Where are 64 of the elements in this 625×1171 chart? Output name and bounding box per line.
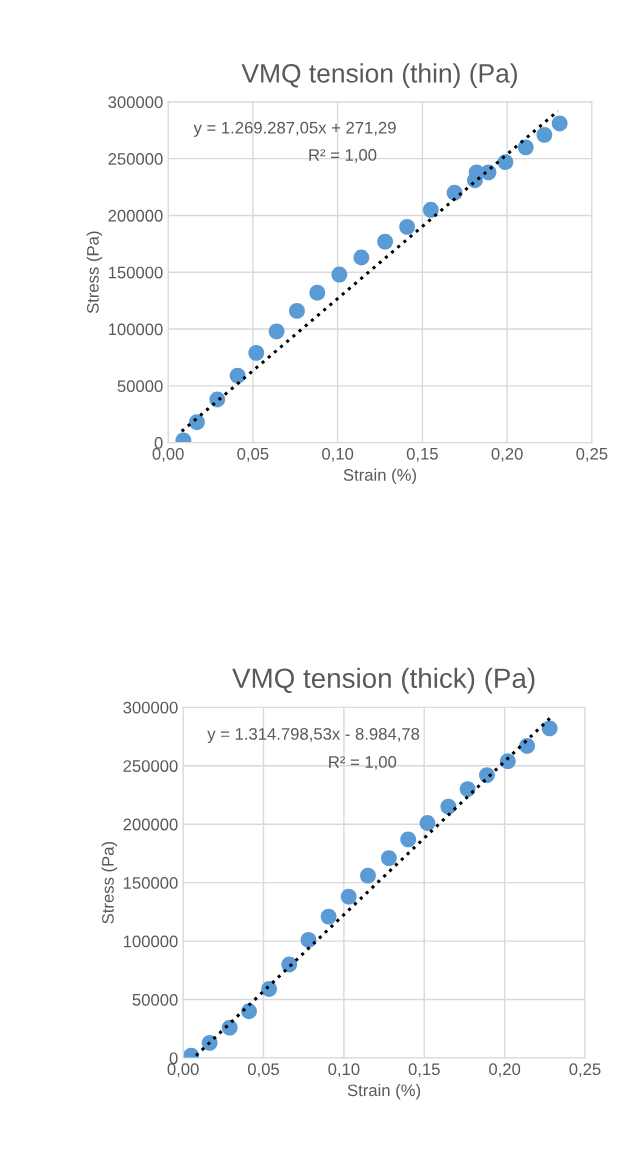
y-tick-label: 300000	[123, 701, 178, 714]
point	[189, 414, 205, 431]
x-tick-label: 0,15	[408, 1063, 440, 1078]
y-tick-label: 250000	[123, 760, 178, 772]
point	[536, 126, 553, 143]
x-tick-label: 0,10	[322, 447, 354, 462]
y-tick-label: 150000	[108, 266, 163, 279]
point	[400, 831, 417, 848]
point	[331, 266, 348, 283]
point	[289, 302, 305, 319]
x-tick-label: 0,25	[576, 447, 608, 462]
point	[248, 344, 265, 361]
point	[340, 888, 357, 905]
point	[380, 850, 397, 867]
point	[320, 908, 337, 925]
point	[309, 284, 326, 301]
y-tick-label: 0	[154, 437, 163, 449]
chart-title: VMQ tension (thick) (Pa)	[232, 667, 535, 694]
point	[300, 932, 317, 948]
chart-title: VMQ tension (thin) (Pa)	[241, 63, 517, 88]
point	[517, 139, 534, 156]
point	[497, 154, 514, 170]
point	[422, 201, 439, 218]
x-tick-label: 0,20	[491, 447, 523, 462]
point	[440, 798, 457, 815]
annotation: y = 1.314.798,53x - 8.984,78	[207, 728, 420, 744]
y-tick-label: 300000	[108, 96, 163, 109]
point	[459, 781, 476, 798]
point	[268, 323, 285, 340]
y-tick-label: 0	[169, 1052, 178, 1065]
y-axis-title: Stress (Pa)	[86, 231, 103, 314]
point	[499, 753, 516, 769]
x-tick-label: 0,15	[406, 447, 438, 462]
point	[519, 737, 536, 754]
x-axis-title: Strain (%)	[343, 468, 417, 485]
y-tick-label: 250000	[108, 153, 163, 165]
x-axis-title: Strain (%)	[347, 1083, 421, 1100]
point	[419, 815, 436, 831]
x-tick-label: 0,00	[152, 447, 184, 462]
x-tick-label: 0,10	[328, 1063, 360, 1078]
y-tick-label: 100000	[108, 323, 163, 336]
point	[261, 981, 278, 997]
x-tick-label: 0,00	[167, 1063, 199, 1078]
y-tick-label: 50000	[132, 993, 178, 1006]
annotation: R² = 1,00	[309, 149, 377, 163]
x-tick-label: 0,20	[489, 1063, 521, 1078]
y-tick-label: 200000	[123, 818, 178, 831]
y-tick-label: 100000	[123, 935, 178, 948]
point	[360, 867, 376, 884]
x-tick-label: 0,05	[247, 1063, 280, 1078]
y-tick-label: 200000	[108, 209, 163, 222]
y-tick-label: 50000	[117, 380, 163, 393]
point	[229, 367, 246, 384]
point	[353, 249, 370, 266]
point	[399, 218, 416, 235]
point	[551, 115, 568, 132]
point	[377, 233, 393, 250]
y-tick-label: 150000	[123, 877, 178, 889]
x-tick-label: 0,25	[569, 1063, 601, 1078]
y-axis-title: Stress (Pa)	[101, 842, 118, 924]
point	[541, 720, 558, 737]
annotation: R² = 1,00	[329, 756, 397, 770]
x-tick-label: 0,05	[237, 447, 269, 462]
annotation: y = 1.269.287,05x + 271,29	[193, 121, 396, 137]
